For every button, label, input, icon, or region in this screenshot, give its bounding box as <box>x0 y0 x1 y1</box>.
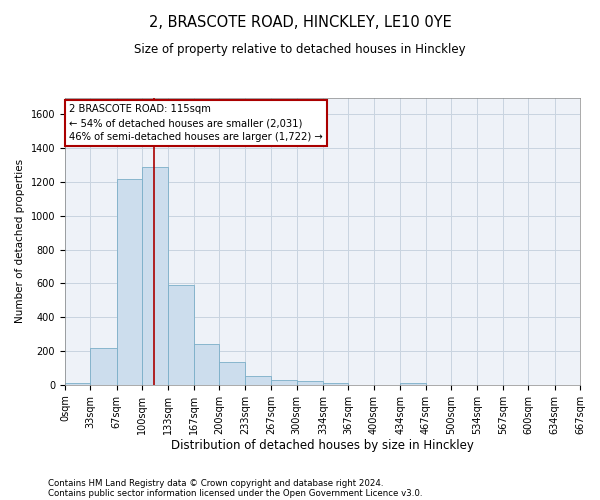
Text: Contains HM Land Registry data © Crown copyright and database right 2024.: Contains HM Land Registry data © Crown c… <box>48 478 383 488</box>
Text: 2 BRASCOTE ROAD: 115sqm
← 54% of detached houses are smaller (2,031)
46% of semi: 2 BRASCOTE ROAD: 115sqm ← 54% of detache… <box>69 104 323 142</box>
Bar <box>245 376 271 385</box>
Bar <box>400 383 425 385</box>
Bar <box>116 178 142 385</box>
Bar <box>194 344 220 385</box>
Bar <box>91 348 116 385</box>
X-axis label: Distribution of detached houses by size in Hinckley: Distribution of detached houses by size … <box>171 440 474 452</box>
Text: Contains public sector information licensed under the Open Government Licence v3: Contains public sector information licen… <box>48 488 422 498</box>
Bar <box>271 380 296 385</box>
Y-axis label: Number of detached properties: Number of detached properties <box>15 159 25 323</box>
Text: 2, BRASCOTE ROAD, HINCKLEY, LE10 0YE: 2, BRASCOTE ROAD, HINCKLEY, LE10 0YE <box>149 15 451 30</box>
Bar <box>296 380 323 385</box>
Bar <box>220 362 245 385</box>
Bar <box>142 167 167 385</box>
Text: Size of property relative to detached houses in Hinckley: Size of property relative to detached ho… <box>134 42 466 56</box>
Bar <box>65 383 91 385</box>
Bar <box>323 383 349 385</box>
Bar <box>167 285 194 385</box>
